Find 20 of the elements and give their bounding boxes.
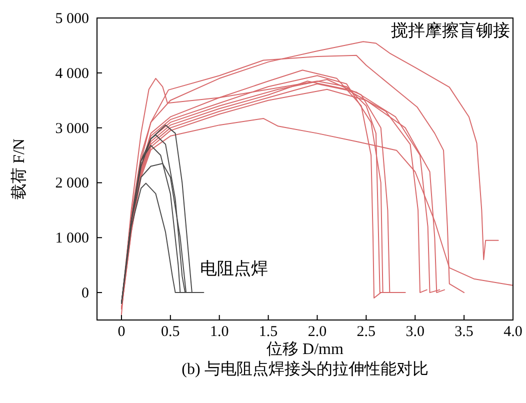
x-tick-label: 2.0 [308, 324, 327, 340]
x-tick-label: 4.0 [504, 324, 522, 340]
x-axis-title: 位移 D/mm [266, 341, 344, 358]
y-axis-title: 载荷 F/N [10, 138, 28, 200]
x-tick-label: 3.5 [454, 324, 474, 340]
x-tick-label: 0.5 [161, 324, 180, 340]
y-tick-label: 5 000 [55, 11, 89, 27]
text: (b) 与电阻点焊接头的拉伸性能对比 [182, 360, 428, 378]
annotation: 电阻点焊 [200, 259, 268, 278]
x-tick-label: 0 [118, 324, 126, 340]
y-tick-label: 1 000 [55, 230, 89, 247]
y-tick-label: 4 000 [55, 66, 89, 82]
y-tick-label: 3 000 [55, 120, 89, 137]
x-tick-label: 2.5 [356, 324, 376, 340]
y-tick-label: 2 000 [55, 176, 89, 192]
y-tick-label: 0 [82, 286, 89, 302]
annotation: 搅拌摩擦盲铆接 [391, 21, 510, 40]
x-tick-label: 1.5 [258, 324, 278, 340]
x-tick-label: 1.0 [210, 324, 229, 340]
x-tick-label: 3.0 [406, 324, 424, 340]
